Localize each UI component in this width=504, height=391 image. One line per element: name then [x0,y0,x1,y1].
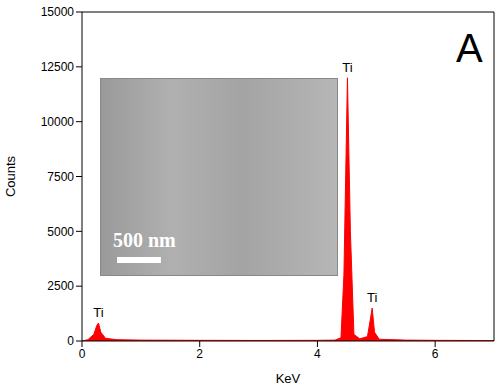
svg-text:0: 0 [67,334,74,348]
svg-text:12500: 12500 [41,60,75,74]
svg-text:6: 6 [432,347,439,361]
svg-text:Ti: Ti [367,290,377,305]
svg-text:4: 4 [314,347,321,361]
svg-text:Counts: Counts [3,155,18,197]
svg-text:5000: 5000 [47,225,74,239]
svg-text:Ti: Ti [342,60,352,75]
svg-text:KeV: KeV [276,371,301,386]
svg-text:10000: 10000 [41,115,75,129]
svg-text:0: 0 [79,347,86,361]
svg-text:15000: 15000 [41,5,75,19]
svg-text:Ti: Ti [93,305,103,320]
svg-text:2500: 2500 [47,279,74,293]
svg-text:2: 2 [196,347,203,361]
html-text:500 nm: 500 nm [113,229,176,251]
html-text:A: A [456,26,483,70]
svg-text:7500: 7500 [47,170,74,184]
